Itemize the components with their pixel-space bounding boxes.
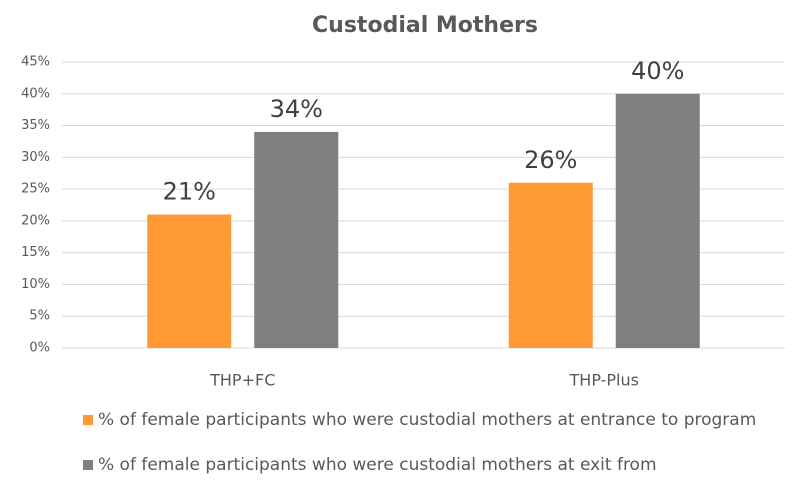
value-label: 26% — [524, 146, 577, 174]
y-tick-label: 5% — [29, 309, 50, 324]
y-tick-label: 45% — [21, 55, 50, 70]
value-label: 34% — [270, 95, 323, 123]
x-tick-label: THP+FC — [209, 371, 275, 390]
chart-title: Custodial Mothers — [312, 13, 538, 38]
legend-entry: % of female participants who were custod… — [80, 408, 780, 432]
value-label: 40% — [631, 57, 684, 85]
bar — [147, 214, 232, 348]
y-tick-label: 10% — [21, 277, 50, 292]
legend-entry: % of female participants who were custod… — [80, 453, 780, 477]
y-tick-label: 40% — [21, 86, 50, 101]
chart: Custodial Mothers 0% 5% 10% 15% 20% 25% 30% 35%… — [21, 13, 785, 390]
bar — [254, 131, 339, 348]
legend-swatch — [83, 460, 93, 470]
y-tick-label: 35% — [21, 118, 50, 133]
y-tick-label: 30% — [21, 150, 50, 165]
legend-label: % of female participants who were custod… — [98, 410, 757, 430]
legend: % of female participants who were custod… — [80, 408, 780, 497]
x-tick-label: THP-Plus — [569, 371, 639, 390]
legend-swatch — [83, 415, 93, 425]
y-tick-label: 15% — [21, 245, 50, 260]
y-tick-label: 25% — [21, 182, 50, 197]
bar — [615, 93, 700, 349]
y-tick-label: 20% — [21, 213, 50, 228]
value-label: 21% — [163, 178, 216, 206]
legend-label: % of female participants who were custod… — [98, 455, 657, 475]
bar — [508, 182, 593, 348]
y-tick-label: 0% — [29, 341, 50, 356]
